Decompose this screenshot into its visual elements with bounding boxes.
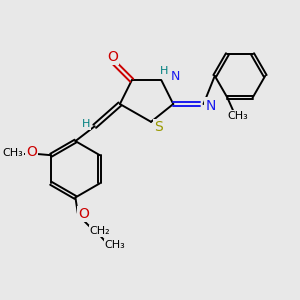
Text: CH₂: CH₂ [90, 226, 110, 236]
Text: S: S [154, 120, 163, 134]
Text: H: H [160, 66, 168, 76]
Text: CH₃: CH₃ [2, 148, 23, 158]
Text: O: O [26, 145, 37, 159]
Text: CH₃: CH₃ [104, 240, 125, 250]
Text: H: H [82, 119, 91, 129]
Text: O: O [78, 207, 89, 221]
Text: O: O [107, 50, 118, 64]
Text: CH₃: CH₃ [227, 111, 248, 122]
Text: N: N [205, 98, 216, 112]
Text: N: N [170, 70, 180, 83]
